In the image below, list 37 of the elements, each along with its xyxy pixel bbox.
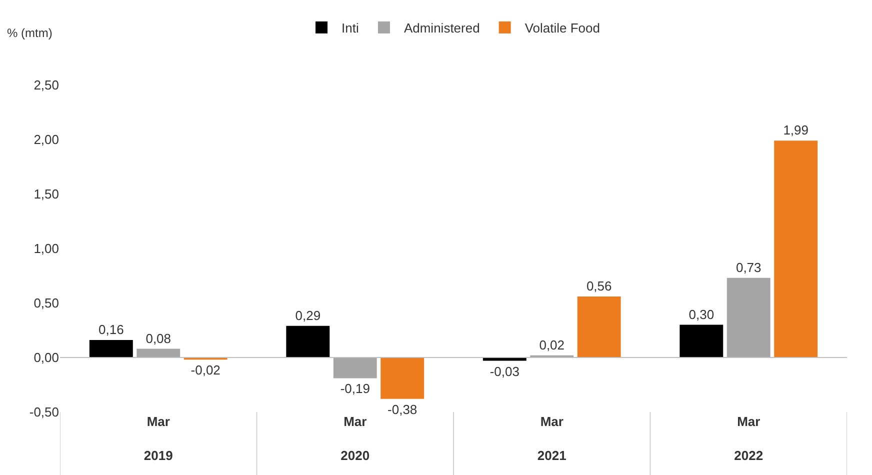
bar bbox=[286, 326, 330, 358]
y-tick-label: 2,50 bbox=[34, 78, 59, 93]
legend-label: Inti bbox=[342, 20, 359, 36]
legend-label: Volatile Food bbox=[524, 20, 600, 36]
data-label: 1,99 bbox=[783, 122, 808, 138]
bar bbox=[136, 348, 180, 358]
y-axis-title: % (mtm) bbox=[7, 26, 52, 40]
bar bbox=[577, 296, 621, 358]
data-label: -0,02 bbox=[190, 362, 220, 378]
category-label: Mar 2022 bbox=[734, 414, 764, 463]
bar bbox=[680, 324, 724, 358]
y-tick-label: -0,50 bbox=[29, 404, 59, 420]
bar bbox=[726, 278, 770, 358]
bar bbox=[482, 358, 526, 361]
y-tick-label: 1,50 bbox=[34, 186, 59, 202]
data-label: 0,08 bbox=[146, 330, 172, 346]
y-tick-label: 2,00 bbox=[34, 132, 59, 148]
data-label: 0,16 bbox=[98, 322, 124, 338]
data-label: 0,29 bbox=[295, 308, 321, 323]
data-label: -0,19 bbox=[340, 381, 370, 396]
y-tick-label: 1,00 bbox=[34, 241, 59, 256]
category-label: Mar 2019 bbox=[144, 414, 173, 463]
bar bbox=[89, 340, 133, 358]
y-tick-label: 0,00 bbox=[34, 350, 59, 366]
bar bbox=[380, 358, 424, 399]
bar bbox=[333, 358, 377, 378]
category-label: Mar 2020 bbox=[340, 414, 370, 463]
data-label: -0,38 bbox=[388, 402, 418, 417]
data-label: -0,03 bbox=[490, 364, 520, 379]
legend-label: Administered bbox=[404, 20, 480, 36]
data-label: 0,02 bbox=[539, 337, 565, 352]
data-label: 0,56 bbox=[586, 278, 612, 294]
bar bbox=[774, 140, 818, 358]
y-tick-label: 0,50 bbox=[34, 296, 59, 311]
data-label: 0,30 bbox=[688, 306, 714, 322]
data-label: 0,73 bbox=[736, 260, 762, 275]
category-label: Mar 2021 bbox=[537, 414, 566, 463]
